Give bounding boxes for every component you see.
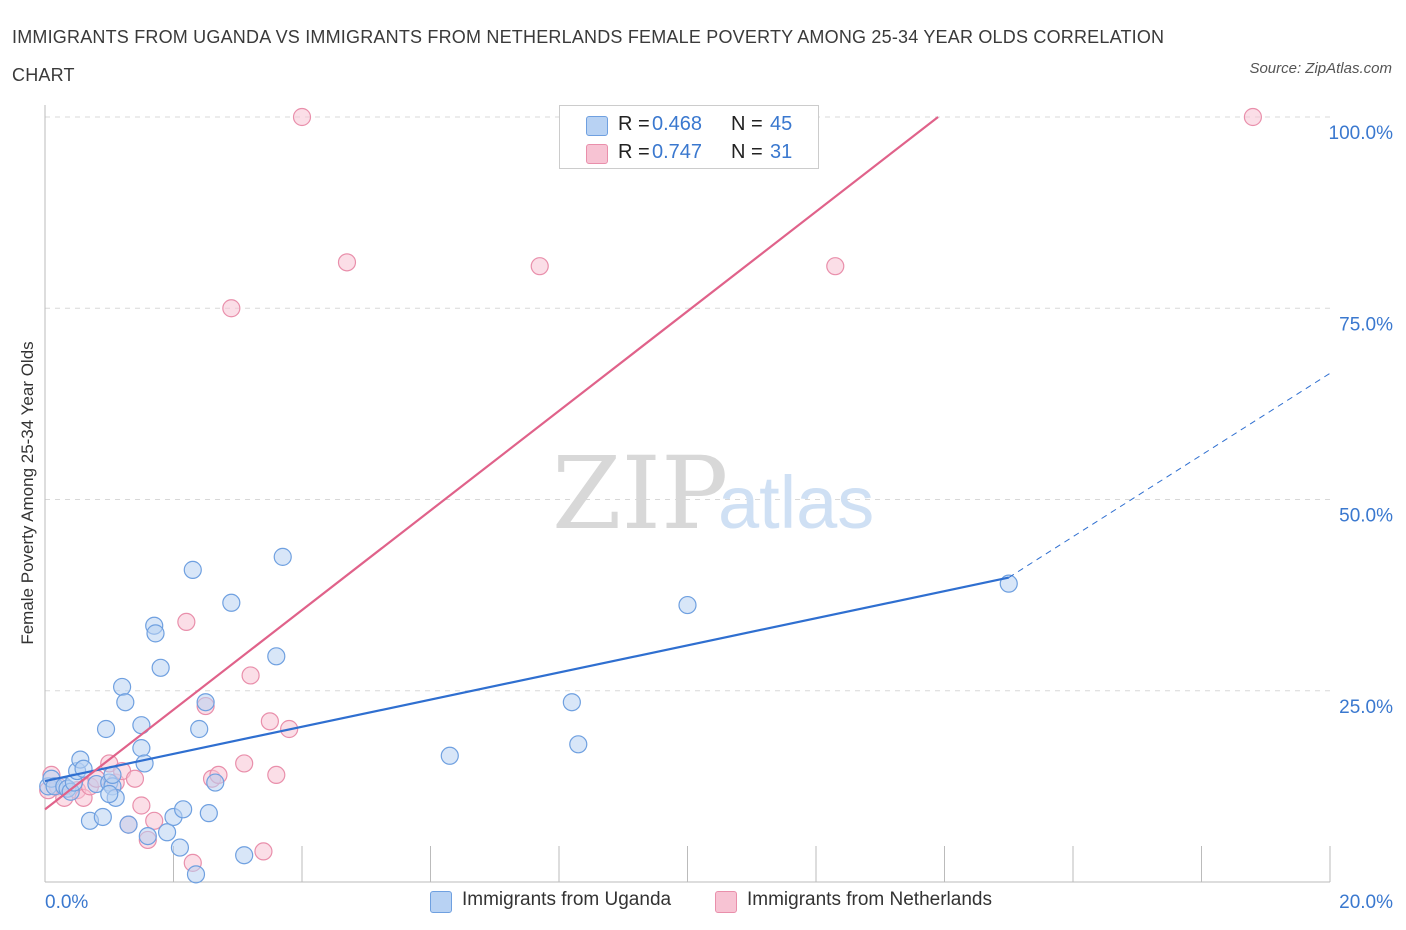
netherlands-point-22 [235,754,254,773]
uganda-r-label: R = [618,113,650,135]
uganda-point-33 [183,560,202,579]
netherlands-n-label: N = [731,141,763,163]
uganda-point-19 [119,815,138,834]
uganda-point-20 [100,784,119,804]
netherlands-point-13 [132,796,151,815]
uganda-point-34 [186,865,206,884]
uganda-point-41 [267,647,286,666]
uganda-point-18 [116,693,135,712]
y-tick-label-75: 75.0% [1339,314,1393,335]
uganda-trend-line [44,576,1009,783]
netherlands-legend-swatch [715,891,737,913]
uganda-point-45 [569,735,588,754]
netherlands-point-32 [826,257,845,276]
uganda-legend-label: Immigrants from Uganda [462,889,672,910]
uganda-point-31 [170,838,190,857]
netherlands-swatch [586,144,608,164]
uganda-point-36 [196,693,215,712]
uganda-n-value: 45 [770,113,793,135]
netherlands-point-25 [260,712,279,731]
uganda-point-17 [112,677,132,697]
uganda-swatch [586,116,608,136]
y-tick-label-100: 100.0% [1329,123,1394,144]
netherlands-point-24 [254,842,273,861]
netherlands-trend-line [44,116,939,811]
uganda-point-42 [273,547,292,566]
x-tick-label-max: 20.0% [1339,892,1393,913]
netherlands-point-21 [222,299,241,318]
uganda-point-29 [157,823,177,842]
netherlands-point-30 [530,257,549,276]
uganda-point-13 [96,719,116,739]
netherlands-r-value: 0.747 [652,141,703,163]
uganda-point-22 [132,739,151,758]
uganda-legend-swatch [430,891,452,913]
uganda-point-46 [678,595,697,615]
watermark-atlas: atlas [718,461,874,544]
uganda-n-label: N = [731,113,763,135]
y-tick-label-50: 50.0% [1339,506,1393,527]
series-uganda [39,547,1018,884]
netherlands-point-16 [177,612,196,632]
uganda-trend-extension [1008,372,1331,578]
uganda-r-value: 0.468 [652,113,703,135]
chart-title: IMMIGRANTS FROM UGANDA VS IMMIGRANTS FRO… [12,27,1165,85]
uganda-point-38 [206,773,225,792]
uganda-point-44 [562,693,581,712]
uganda-point-12 [93,807,112,827]
netherlands-legend-label: Immigrants from Netherlands [747,889,992,910]
source-label: Source: ZipAtlas.com [1249,60,1392,77]
netherlands-point-12 [125,769,145,788]
tick-labels: 25.0% 50.0% 75.0% 100.0% 0.0% 20.0% [45,123,1393,913]
uganda-point-40 [235,846,254,865]
correlation-legend: R = 0.468 N = 45 R = 0.747 N = 31 [559,105,819,169]
axes [44,105,1331,883]
uganda-point-35 [190,719,209,739]
uganda-point-27 [146,624,165,643]
netherlands-n-value: 31 [770,141,793,163]
netherlands-point-15 [145,811,164,830]
uganda-point-28 [151,658,170,677]
uganda-point-43 [440,746,459,765]
netherlands-point-28 [292,107,312,127]
watermark: ZIP atlas [552,435,874,552]
watermark-zip: ZIP [552,435,728,552]
trend-lines [44,116,1331,811]
uganda-point-25 [138,826,157,846]
netherlands-point-26 [267,765,286,785]
netherlands-point-23 [241,666,260,685]
uganda-point-24 [135,754,154,773]
x-tick-label-min: 0.0% [45,892,88,913]
uganda-point-37 [199,804,218,823]
y-tick-label-25: 25.0% [1339,697,1393,718]
uganda-point-32 [174,800,193,819]
uganda-point-39 [222,593,241,612]
netherlands-r-label: R = [618,141,650,163]
netherlands-point-33 [1243,107,1263,127]
netherlands-point-29 [337,253,357,272]
